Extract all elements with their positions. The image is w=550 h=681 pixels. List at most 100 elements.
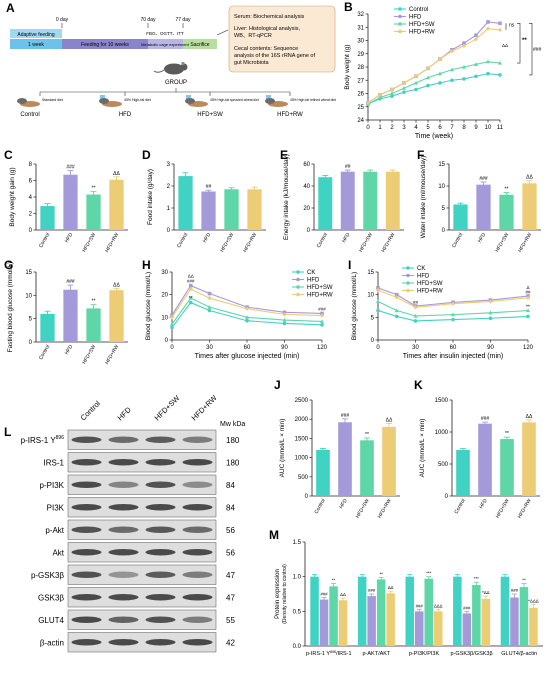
- data-point: [451, 317, 455, 322]
- significance-mark: ##: [413, 300, 419, 305]
- mw-value: 47: [226, 593, 235, 602]
- significance-mark: *ΔΔΔ: [528, 598, 538, 603]
- x-tick-label: Control: [176, 232, 189, 249]
- mw-value: 180: [226, 458, 240, 467]
- legend-marker: [406, 266, 410, 270]
- y-tick-label: 500: [438, 462, 449, 468]
- y-tick-label: 5: [29, 317, 33, 323]
- blot-band: [108, 526, 139, 533]
- significance-mark: **: [189, 296, 193, 302]
- data-point: [366, 100, 370, 105]
- bar-control: [405, 576, 414, 646]
- data-point: [486, 59, 490, 64]
- legend-label: HFD+SW: [409, 22, 435, 28]
- timeline-segment-adaptive: [10, 29, 62, 38]
- blot-band: [71, 481, 102, 488]
- y-tick-label: 4: [29, 195, 33, 201]
- data-point: [394, 292, 399, 297]
- blot-band: [71, 616, 102, 623]
- bar-hfd: [462, 613, 472, 646]
- timeline-segment-tests: [148, 39, 183, 49]
- diet-label-hfd: HFD: [119, 112, 132, 118]
- y-tick-label: 1.5: [293, 540, 302, 546]
- blot-band: [145, 571, 176, 578]
- blot-band: [71, 526, 102, 533]
- significance-mark: **: [522, 38, 527, 44]
- data-point: [486, 71, 490, 76]
- x-tick-label: HFD+SW: [355, 498, 371, 520]
- x-axis-label: Time (week): [415, 133, 453, 140]
- data-point: [376, 299, 380, 304]
- data-point: [390, 94, 394, 98]
- protein-label: p-IRS-1 Y896: [21, 435, 65, 445]
- bar-hfd-sw: [424, 578, 433, 646]
- y-tick-label: 10: [161, 315, 168, 321]
- x-tick-label: 2: [390, 125, 394, 131]
- bar-control: [178, 176, 193, 230]
- x-tick-label: HFD+SW: [495, 498, 511, 520]
- data-point: [245, 318, 249, 323]
- significance-mark: **: [379, 571, 383, 576]
- x-tick-label: HFD+RW: [517, 232, 533, 254]
- data-point: [188, 300, 193, 305]
- y-axis-label: Blood glucose (mmol/L): [351, 272, 358, 340]
- analysis-line-5: analysis of the 16S rRNA gene of: [234, 53, 315, 59]
- panel-m: M 0.0 0.5 1.0 1.5 Protein expression(Density …: [265, 528, 550, 676]
- y-axis-label: Protein expression(Density relative to c…: [275, 564, 288, 624]
- data-point: [451, 312, 455, 317]
- y-tick-label: 0: [165, 338, 169, 344]
- blot-strip: [67, 429, 217, 450]
- svg-text:45% High-fat diet: 45% High-fat diet: [124, 98, 151, 102]
- data-point: [245, 306, 249, 311]
- x-tick-label: 90: [281, 345, 288, 351]
- x-tick-label: HFD+SW: [494, 232, 510, 254]
- legend-label: HFD+RW: [417, 289, 443, 295]
- legend-label: CK: [417, 266, 425, 272]
- significance-mark: ###: [66, 279, 75, 285]
- blot-band: [182, 459, 213, 466]
- protein-label: PI3K: [47, 503, 65, 512]
- x-tick-label: 30: [206, 345, 213, 351]
- bar-control: [453, 204, 468, 230]
- blot-band: [108, 436, 139, 443]
- chart-j-ogtt-auc: J 0 500 1000 1500 2000 2500 AUC (mmol/L × min) C…: [274, 378, 400, 520]
- y-tick-label: 5: [442, 206, 446, 212]
- chart-i-itt: I 0 5 10 15 0 30 60 90 120 Times after insulin inj…: [348, 258, 534, 360]
- series-line-1: [171, 284, 323, 316]
- x-tick-label: HFD: [64, 232, 75, 244]
- lane-label-control: Control: [79, 399, 103, 423]
- mw-value: 42: [226, 638, 235, 647]
- blot-band: [71, 639, 102, 646]
- data-point: [486, 20, 490, 24]
- data-point: [498, 60, 502, 65]
- legend-label: HFD: [417, 274, 430, 280]
- analysis-line-6: gut Microbiota: [234, 60, 269, 66]
- significance-mark: ΔΔ: [113, 282, 120, 288]
- legend-label: CK: [307, 270, 315, 276]
- bar-control: [318, 177, 333, 230]
- data-point: [402, 90, 406, 94]
- series-line-2: [171, 297, 323, 325]
- bar-hfd-sw: [499, 194, 514, 230]
- blot-band: [71, 436, 102, 443]
- significance-mark: **: [522, 578, 526, 583]
- bar-hfd-sw: [363, 171, 378, 230]
- chart-c-body-weight-gain: C 0 2 4 6 8 Body weight gain (g) Control ### HFD *…: [4, 148, 128, 254]
- significance-mark: ###: [318, 306, 326, 311]
- mw-value: 180: [226, 436, 240, 445]
- data-point: [207, 295, 212, 301]
- bar-hfd: [63, 174, 78, 230]
- data-point: [426, 75, 430, 80]
- significance-mark: ###: [463, 605, 471, 610]
- y-tick-label: 0: [29, 228, 33, 234]
- x-tick-label: p-AKT/AKT: [362, 651, 390, 657]
- data-point: [462, 64, 466, 69]
- diet-label-hfd-sw: HFD+SW: [197, 112, 223, 118]
- data-point: [376, 308, 380, 313]
- y-tick-label: 0: [371, 338, 375, 344]
- y-axis-label: Water intake (ml/mouse/day): [420, 156, 427, 239]
- y-tick-label: 28: [357, 65, 364, 71]
- blot-band: [108, 616, 139, 623]
- blot-band: [145, 436, 176, 443]
